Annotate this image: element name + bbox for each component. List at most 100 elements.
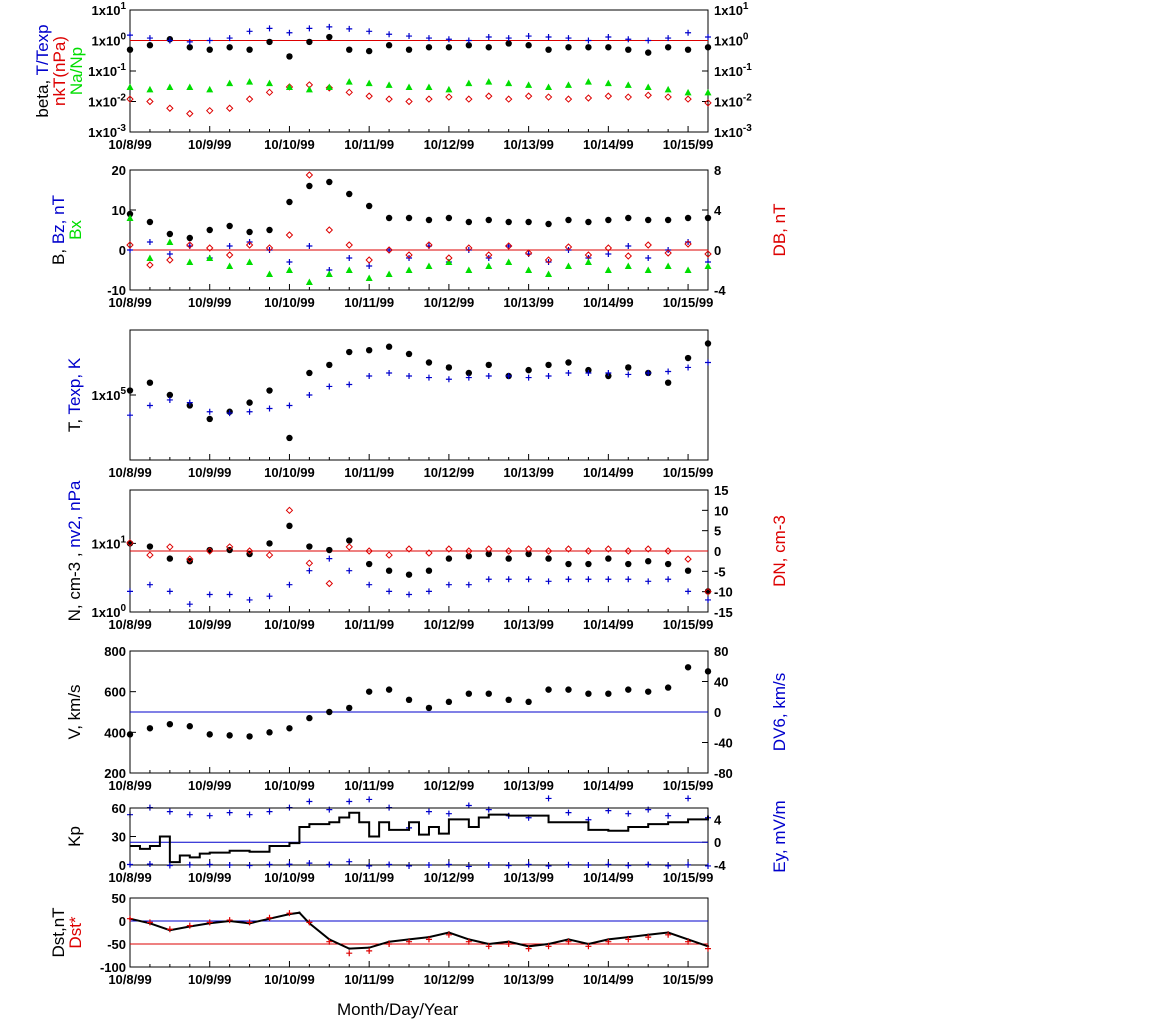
x-tick-label: 10/10/99 xyxy=(264,778,315,793)
x-tick-label: 10/10/99 xyxy=(264,972,315,987)
data-point xyxy=(345,78,353,85)
data-point xyxy=(405,214,413,222)
data-point xyxy=(385,270,393,277)
data-point xyxy=(604,92,613,100)
y-tick-label: 1x10-3 xyxy=(88,123,126,140)
data-point xyxy=(385,95,393,103)
data-point xyxy=(246,596,253,603)
data-point xyxy=(465,374,472,381)
data-point xyxy=(206,106,214,115)
x-tick-label: 10/8/99 xyxy=(108,972,151,987)
panel-p6: 10/8/99 10/9/99 10/10/99 10/11/99 10/12/99 10… xyxy=(65,800,789,885)
right-y-tick-label: 1x10-2 xyxy=(714,93,752,110)
data-point xyxy=(146,97,154,106)
data-point xyxy=(604,244,613,252)
panel-p4: 10/8/99 10/9/99 10/10/99 10/11/99 10/12/99 10… xyxy=(65,480,789,632)
data-point xyxy=(166,926,173,933)
data-point xyxy=(206,254,214,261)
data-point xyxy=(645,578,652,585)
x-tick-label: 10/12/99 xyxy=(424,617,475,632)
data-point xyxy=(664,44,672,51)
data-point xyxy=(146,551,154,559)
data-point xyxy=(485,545,493,553)
x-tick-label: 10/13/99 xyxy=(503,778,554,793)
data-point xyxy=(166,256,174,264)
x-tick-label: 10/13/99 xyxy=(503,465,554,480)
data-point xyxy=(445,545,453,553)
data-point xyxy=(525,698,532,706)
data-point xyxy=(186,234,193,242)
data-point xyxy=(425,359,433,366)
x-tick-label: 10/10/99 xyxy=(264,295,315,310)
data-point xyxy=(226,862,233,868)
data-point xyxy=(664,379,672,386)
x-tick-label: 10/11/99 xyxy=(344,295,394,310)
data-point xyxy=(146,261,154,269)
x-tick-label: 10/9/99 xyxy=(188,617,231,632)
data-point xyxy=(565,809,572,816)
data-point xyxy=(345,543,353,551)
data-point xyxy=(545,361,552,369)
data-point xyxy=(405,266,413,273)
data-point xyxy=(166,83,174,90)
data-point xyxy=(246,28,253,35)
data-point xyxy=(348,947,351,950)
data-point xyxy=(166,543,174,551)
data-point xyxy=(445,93,453,101)
data-point xyxy=(545,372,552,379)
data-point xyxy=(226,410,233,417)
data-point xyxy=(146,218,154,226)
series-2 xyxy=(126,81,712,118)
panel-p1: 10/8/99 10/9/99 10/10/99 10/11/99 10/12/99 10… xyxy=(33,1,752,152)
data-point xyxy=(624,93,632,101)
series-2 xyxy=(126,506,712,596)
data-point xyxy=(366,862,373,869)
data-point xyxy=(545,795,552,802)
data-point xyxy=(545,943,552,950)
series-1 xyxy=(127,239,711,273)
x-tick-label: 10/9/99 xyxy=(188,870,231,885)
data-point xyxy=(346,25,353,32)
data-point xyxy=(625,936,632,943)
series-0 xyxy=(126,178,712,242)
x-tick-label: 10/10/99 xyxy=(264,137,315,152)
axis-label-part: Na/Np xyxy=(67,47,86,95)
x-tick-label: 10/13/99 xyxy=(503,870,554,885)
data-point xyxy=(406,862,413,869)
y-tick-label: 1x101 xyxy=(92,534,127,551)
data-point xyxy=(326,708,333,716)
data-point xyxy=(445,36,452,43)
data-point xyxy=(405,83,413,90)
y-axis-label: beta, T/Texp xyxy=(33,24,52,117)
data-point xyxy=(346,190,353,198)
data-point xyxy=(286,259,293,265)
data-point xyxy=(485,216,492,224)
data-point xyxy=(306,798,313,805)
data-point xyxy=(684,46,692,53)
data-point xyxy=(286,910,293,917)
data-point xyxy=(704,214,712,222)
right-y-axis-label: Ey, mV/m xyxy=(770,800,789,872)
data-point xyxy=(266,270,274,277)
data-point xyxy=(206,226,213,234)
y-tick-label: 0 xyxy=(119,243,126,258)
data-point xyxy=(306,243,313,249)
data-point xyxy=(146,543,154,550)
data-point xyxy=(645,49,652,56)
axis-label-part: nkT(nPa) xyxy=(50,36,69,106)
axis-label-part: Bz, nT xyxy=(49,195,68,244)
data-point xyxy=(146,239,153,245)
series-1 xyxy=(127,359,711,419)
data-point xyxy=(465,690,473,697)
data-point xyxy=(585,943,592,950)
data-point xyxy=(445,581,452,588)
data-point xyxy=(465,42,473,49)
data-point xyxy=(645,37,652,44)
series-0 xyxy=(126,664,712,740)
data-point xyxy=(306,714,313,722)
data-point xyxy=(425,936,432,943)
data-point xyxy=(524,249,533,257)
data-point xyxy=(366,263,373,269)
data-point xyxy=(425,862,432,868)
data-point xyxy=(505,40,512,47)
